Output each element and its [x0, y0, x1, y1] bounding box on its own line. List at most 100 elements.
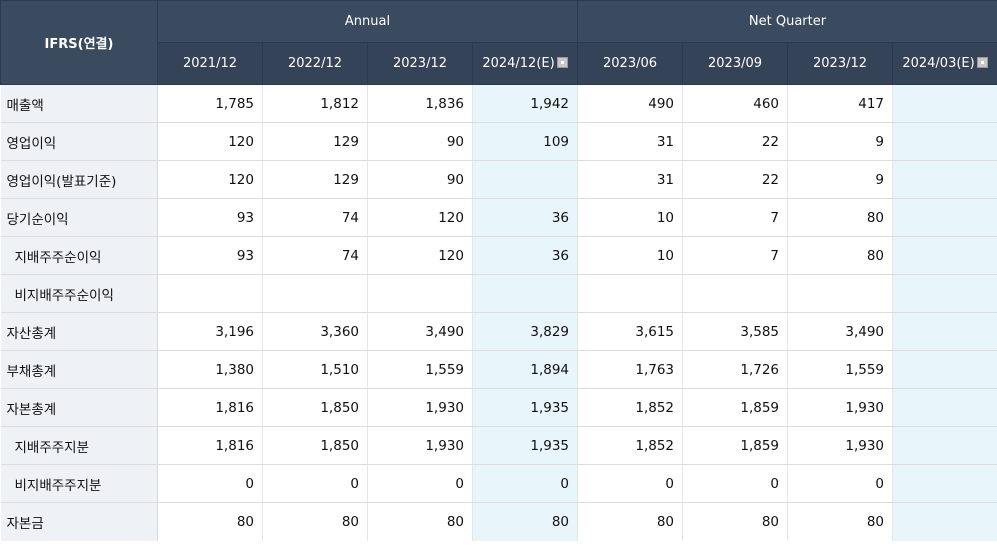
- table-cell: 1,930: [787, 426, 894, 465]
- table-cell: 0: [262, 464, 368, 503]
- table-row: 당기순이익 93 74 120 36 10 7 80: [0, 198, 997, 237]
- table-cell: 1,894: [472, 350, 579, 389]
- row-label: 지배주주지분: [0, 426, 158, 465]
- table-cell: 1,850: [262, 426, 368, 465]
- table-cell: 3,490: [367, 312, 473, 351]
- table-cell: 3,829: [472, 312, 579, 351]
- table-cell: 0: [787, 464, 894, 503]
- table-cell: 74: [262, 198, 368, 237]
- table-cell: [892, 464, 997, 503]
- column-header: 2023/12: [367, 42, 473, 85]
- table-cell: 1,816: [157, 426, 263, 465]
- table-cell: 1,852: [577, 388, 684, 427]
- estimate-info-icon[interactable]: [556, 57, 568, 68]
- table-cell: [367, 274, 473, 313]
- table-cell: 90: [367, 122, 473, 161]
- column-header: 2021/12: [157, 42, 263, 85]
- table-cell: 1,559: [787, 350, 894, 389]
- table-cell: [892, 236, 997, 275]
- column-header: 2024/03(E): [892, 42, 997, 85]
- table-cell: 9: [787, 122, 894, 161]
- table-cell: [892, 198, 997, 237]
- table-row: 비지배주주지분 0 0 0 0 0 0 0: [0, 464, 997, 503]
- table-cell: [892, 274, 997, 313]
- table-cell: 1,763: [577, 350, 684, 389]
- table-cell: 36: [472, 236, 579, 275]
- table-cell: [892, 160, 997, 199]
- table-cell: 1,852: [577, 426, 684, 465]
- table-cell: 1,510: [262, 350, 368, 389]
- table-row: 자본총계 1,816 1,850 1,930 1,935 1,852 1,859 1,930: [0, 388, 997, 427]
- table-cell: 120: [367, 236, 473, 275]
- table-cell: 22: [682, 160, 789, 199]
- table-cell: [892, 426, 997, 465]
- table-cell: 80: [682, 502, 789, 541]
- table-cell: [472, 274, 579, 313]
- row-label: 매출액: [0, 84, 158, 123]
- table-cell: [787, 274, 894, 313]
- table-cell: 1,812: [262, 84, 368, 123]
- row-label: 영업이익(발표기준): [0, 160, 158, 199]
- table-cell: 0: [682, 464, 789, 503]
- table-cell: 10: [577, 236, 684, 275]
- row-label: 지배주주순이익: [0, 236, 158, 275]
- table-cell: 80: [367, 502, 473, 541]
- table-cell: [157, 274, 263, 313]
- column-header: 2022/12: [262, 42, 368, 85]
- table-cell: 90: [367, 160, 473, 199]
- table-row: 지배주주지분 1,816 1,850 1,930 1,935 1,852 1,859 1,93…: [0, 426, 997, 465]
- table-cell: 31: [577, 122, 684, 161]
- table-cell: 1,930: [367, 426, 473, 465]
- table-row: 매출액 1,785 1,812 1,836 1,942 490 460 417: [0, 84, 997, 123]
- column-header: 2023/06: [577, 42, 684, 85]
- table-cell: 1,836: [367, 84, 473, 123]
- table-cell: 1,380: [157, 350, 263, 389]
- table-cell: 74: [262, 236, 368, 275]
- table-cell: 80: [787, 236, 894, 275]
- table-row: 자본금 80 80 80 80 80 80 80: [0, 502, 997, 541]
- table-cell: [472, 160, 579, 199]
- table-cell: [892, 388, 997, 427]
- table-cell: 1,930: [787, 388, 894, 427]
- row-label: 당기순이익: [0, 198, 158, 237]
- table-cell: 80: [787, 198, 894, 237]
- table-cell: 9: [787, 160, 894, 199]
- row-label: 자산총계: [0, 312, 158, 351]
- table-cell: 0: [367, 464, 473, 503]
- table-cell: 3,360: [262, 312, 368, 351]
- table-cell: 80: [157, 502, 263, 541]
- table-row: 지배주주순이익 93 74 120 36 10 7 80: [0, 236, 997, 275]
- column-header: 2023/09: [682, 42, 789, 85]
- table-cell: [892, 502, 997, 541]
- table-cell: 120: [157, 122, 263, 161]
- table-cell: 80: [787, 502, 894, 541]
- table-cell: 80: [472, 502, 579, 541]
- table-cell: [262, 274, 368, 313]
- table-cell: [892, 122, 997, 161]
- ifrs-corner-header: IFRS(연결): [0, 0, 158, 85]
- table-row: 영업이익(발표기준) 120 129 90 31 22 9: [0, 160, 997, 199]
- table-cell: 36: [472, 198, 579, 237]
- table-cell: 1,850: [262, 388, 368, 427]
- table-cell: [682, 274, 789, 313]
- column-header: 2024/12(E): [471, 42, 579, 85]
- table-cell: [577, 274, 684, 313]
- annual-group-header: Annual: [156, 0, 579, 43]
- table-cell: 7: [682, 236, 789, 275]
- table-cell: 1,935: [472, 388, 579, 427]
- table-cell: 109: [472, 122, 579, 161]
- row-label: 부채총계: [0, 350, 158, 389]
- estimate-info-icon[interactable]: [976, 57, 988, 68]
- table-row: 자산총계 3,196 3,360 3,490 3,829 3,615 3,585 3,490: [0, 312, 997, 351]
- table-cell: 1,726: [682, 350, 789, 389]
- table-cell: 80: [262, 502, 368, 541]
- table-cell: 3,585: [682, 312, 789, 351]
- table-cell: 93: [157, 198, 263, 237]
- table-cell: 1,930: [367, 388, 473, 427]
- table-cell: 31: [577, 160, 684, 199]
- table-cell: 3,490: [787, 312, 894, 351]
- table-cell: 129: [262, 160, 368, 199]
- table-cell: 120: [367, 198, 473, 237]
- table-cell: 1,785: [157, 84, 263, 123]
